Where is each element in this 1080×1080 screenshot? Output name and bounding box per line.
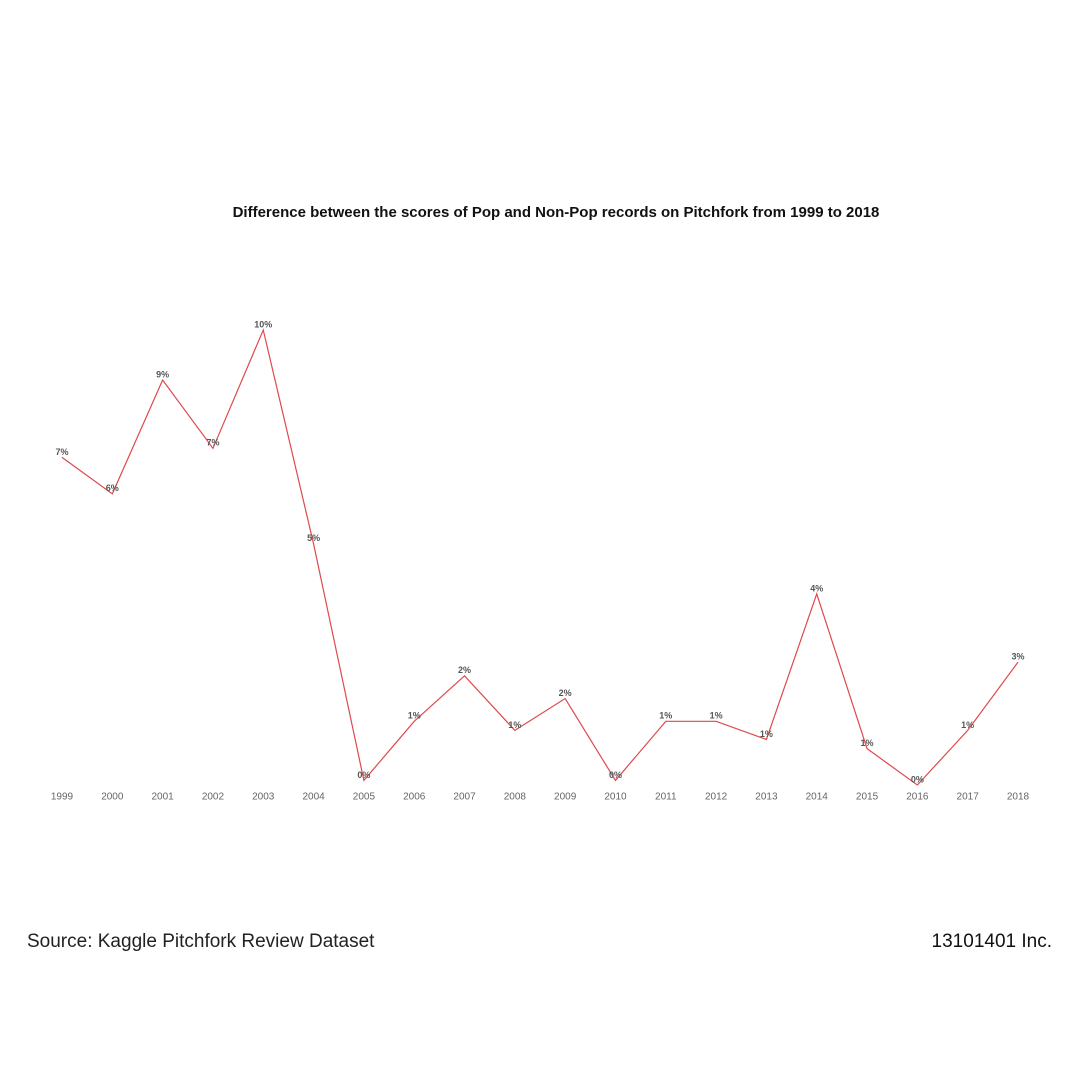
x-tick-label: 2018	[1007, 792, 1030, 803]
value-label: 2%	[559, 688, 572, 698]
value-label: 1%	[760, 729, 773, 739]
x-tick-label: 2005	[353, 792, 376, 803]
x-tick-label: 2010	[604, 792, 627, 803]
value-label: 1%	[861, 738, 874, 748]
x-tick-label: 2014	[806, 792, 829, 803]
value-label: 0%	[609, 770, 622, 780]
value-label: 7%	[206, 438, 219, 448]
value-label: 1%	[961, 720, 974, 730]
x-tick-label: 2017	[957, 792, 980, 803]
value-label: 5%	[307, 533, 320, 543]
value-label: 6%	[106, 483, 119, 493]
value-label: 7%	[55, 447, 68, 457]
x-tick-label: 2008	[504, 792, 527, 803]
value-label: 0%	[911, 774, 924, 784]
x-tick-label: 2001	[152, 792, 175, 803]
value-label: 3%	[1011, 652, 1024, 662]
value-label: 10%	[254, 319, 272, 329]
x-tick-label: 2006	[403, 792, 426, 803]
value-label: 0%	[357, 770, 370, 780]
source-note: Source: Kaggle Pitchfork Review Dataset	[27, 931, 375, 952]
chart-title: Difference between the scores of Pop and…	[233, 204, 880, 221]
value-label: 1%	[710, 711, 723, 721]
value-label: 1%	[659, 711, 672, 721]
x-tick-label: 2007	[453, 792, 476, 803]
value-label: 4%	[810, 583, 823, 593]
x-tick-label: 2000	[101, 792, 124, 803]
value-label: 1%	[508, 720, 521, 730]
x-tick-label: 2016	[906, 792, 929, 803]
x-tick-label: 2009	[554, 792, 577, 803]
x-tick-label: 2003	[252, 792, 275, 803]
value-label: 2%	[458, 665, 471, 675]
x-tick-label: 2012	[705, 792, 728, 803]
value-label: 9%	[156, 369, 169, 379]
x-tick-label: 2011	[655, 792, 677, 803]
x-tick-label: 2004	[302, 792, 325, 803]
x-tick-label: 2013	[755, 792, 778, 803]
value-label: 1%	[408, 711, 421, 721]
line	[61, 328, 1019, 786]
x-tick-label: 2015	[856, 792, 879, 803]
x-tick-label: 1999	[51, 792, 74, 803]
credit: 13101401 Inc.	[932, 931, 1052, 952]
x-tick-label: 2002	[202, 792, 225, 803]
